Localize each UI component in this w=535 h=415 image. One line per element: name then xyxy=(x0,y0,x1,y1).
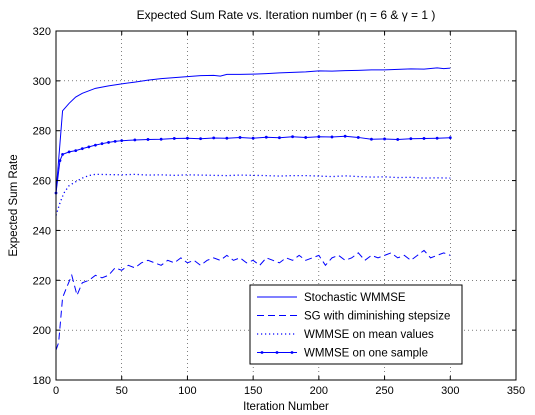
series-marker xyxy=(238,136,242,139)
series-line-1 xyxy=(55,67,451,194)
x-tick-label: 250 xyxy=(375,385,393,397)
series-marker xyxy=(448,136,452,140)
series-marker xyxy=(435,136,439,140)
x-tick-label: 150 xyxy=(244,385,262,397)
series-line-3 xyxy=(55,173,451,216)
y-tick-label: 260 xyxy=(33,176,51,188)
series-layer xyxy=(54,67,452,351)
series-marker xyxy=(87,145,91,149)
x-tick-label: 300 xyxy=(441,385,459,397)
y-tick-label: 300 xyxy=(33,76,51,88)
y-tick-label: 200 xyxy=(33,325,51,337)
series-line-2 xyxy=(55,249,451,351)
series-marker xyxy=(291,135,294,139)
y-tick-label: 220 xyxy=(33,275,51,287)
series-marker xyxy=(317,135,321,139)
y-axis-label: Expected Sum Rate xyxy=(8,154,20,256)
y-tick-label: 320 xyxy=(33,26,51,38)
legend-label: WMMSE on mean values xyxy=(304,329,434,341)
series-marker xyxy=(74,149,78,153)
x-tick-label: 0 xyxy=(53,385,59,397)
axis-ticks: 0 50 100 150 200 250 300 350 180 200 220 240 260 280 3… xyxy=(33,26,526,397)
series-marker xyxy=(199,137,202,141)
legend-marker xyxy=(260,351,264,354)
series-marker xyxy=(225,136,229,140)
series-marker xyxy=(396,138,400,141)
legend-marker xyxy=(275,351,279,354)
series-marker xyxy=(278,136,281,140)
series-marker xyxy=(133,138,137,142)
plot-frame xyxy=(55,30,517,381)
series-marker xyxy=(409,137,413,141)
series-marker xyxy=(107,141,110,144)
x-tick-label: 350 xyxy=(507,385,525,397)
series-marker xyxy=(94,143,97,147)
series-marker xyxy=(356,136,360,139)
series-marker xyxy=(264,135,268,139)
series-marker xyxy=(67,150,71,154)
series-marker xyxy=(120,139,124,143)
series-marker xyxy=(343,134,347,138)
series-marker xyxy=(186,136,189,140)
x-tick-label: 50 xyxy=(116,385,128,397)
grid-lines xyxy=(56,31,516,380)
series-marker xyxy=(383,137,386,141)
series-marker xyxy=(422,137,426,140)
x-tick-label: 100 xyxy=(178,385,196,397)
y-tick-label: 240 xyxy=(33,225,51,237)
legend-label: SG with diminishing stepsize xyxy=(304,311,450,323)
series-marker xyxy=(146,138,150,141)
chart-title: Expected Sum Rate vs. Iteration number (… xyxy=(137,8,436,22)
series-marker xyxy=(58,159,62,163)
x-tick-label: 200 xyxy=(310,385,328,397)
legend-marker xyxy=(290,351,294,354)
series-marker xyxy=(330,135,334,139)
series-marker xyxy=(304,136,308,139)
series-marker xyxy=(61,152,64,156)
x-axis-label: Iteration Number xyxy=(243,401,329,413)
legend-label: Stochastic WMMSE xyxy=(304,292,406,304)
series-marker xyxy=(212,136,216,140)
series-marker xyxy=(159,137,163,141)
y-tick-label: 180 xyxy=(33,375,51,387)
series-marker xyxy=(80,147,84,151)
series-marker xyxy=(251,136,255,140)
series-marker xyxy=(370,137,373,141)
y-tick-label: 280 xyxy=(33,126,51,138)
legend: Stochastic WMMSE SG with diminishing step… xyxy=(249,284,463,365)
series-marker xyxy=(100,142,104,146)
legend-label: WMMSE on one sample xyxy=(304,348,428,360)
series-marker xyxy=(113,140,117,143)
legend-box xyxy=(249,284,463,365)
series-marker xyxy=(172,137,176,140)
